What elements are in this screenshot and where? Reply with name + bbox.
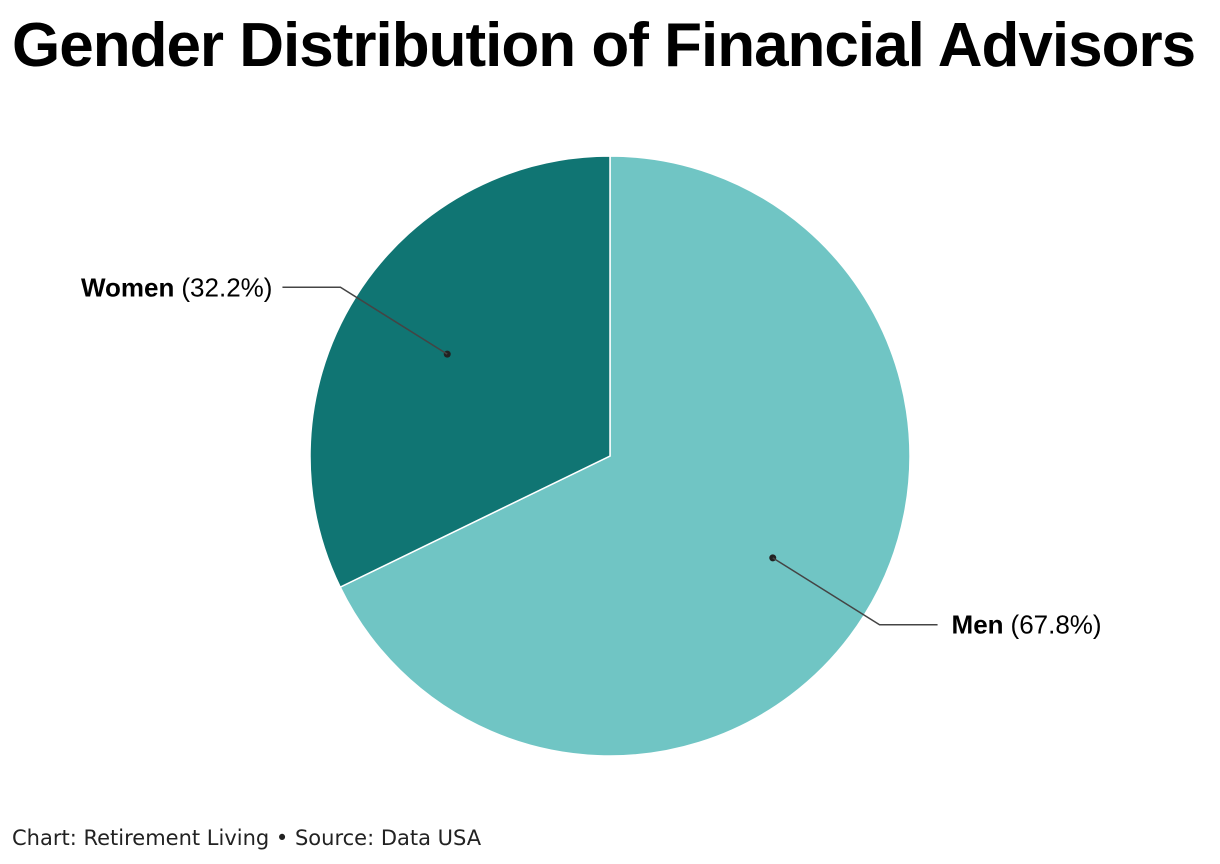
- slice-label-name-women: Women: [81, 272, 174, 302]
- slice-labels: Men (67.8%) Women (32.2%): [81, 272, 1102, 639]
- leader-line-men: [772, 557, 938, 626]
- slice-label-women: Women (32.2%): [81, 272, 272, 302]
- slice-label-value-men: (67.8%): [1011, 610, 1102, 640]
- chart-title: Gender Distribution of Financial Advisor…: [12, 11, 1196, 80]
- leader-line-women: [282, 286, 448, 355]
- leader-lines: [282, 286, 938, 626]
- chart-footer-credit: Chart: Retirement Living • Source: Data …: [12, 826, 482, 850]
- pie-slices: [309, 155, 911, 757]
- slice-label-value-women: (32.2%): [181, 272, 272, 302]
- slice-label-men: Men (67.8%): [952, 610, 1102, 640]
- slice-label-name-men: Men: [952, 610, 1004, 640]
